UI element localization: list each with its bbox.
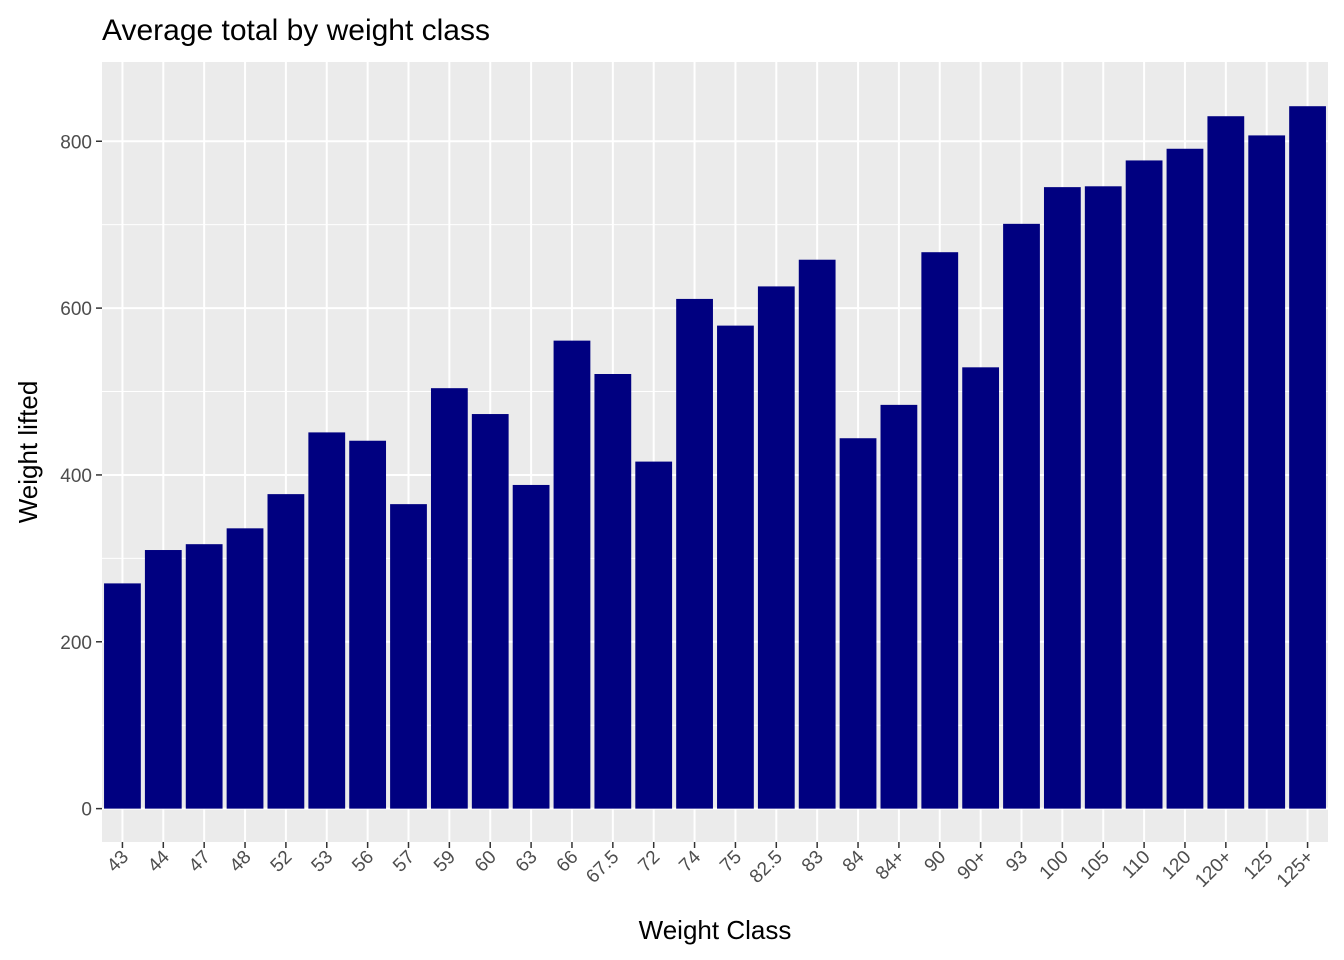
- bar-48: [226, 528, 264, 809]
- bar-72: [635, 461, 673, 809]
- y-tick-label: 200: [60, 633, 92, 654]
- x-tick-label: 75: [716, 847, 746, 877]
- x-tick-label: 53: [308, 847, 338, 877]
- bar-84: [839, 438, 877, 809]
- x-tick-label: 74: [675, 846, 705, 876]
- x-tick-label: 90: [921, 847, 951, 877]
- y-axis-ticks: 0 200 400 600 800: [60, 132, 102, 821]
- y-axis-title: Weight lifted: [13, 381, 43, 524]
- x-tick-label: 84+: [872, 847, 910, 885]
- bar-125: [1248, 135, 1286, 809]
- x-tick-label: 100: [1036, 847, 1073, 884]
- x-tick-label: 44: [144, 846, 174, 876]
- bar-43: [104, 583, 141, 809]
- x-tick-label: 125+: [1273, 847, 1318, 892]
- bar-67.5: [594, 374, 632, 809]
- bar-84+: [880, 404, 918, 809]
- y-tick-label: 600: [60, 299, 92, 320]
- bar-82.5: [757, 286, 795, 809]
- x-tick-label: 82.5: [746, 847, 787, 888]
- bar-83: [798, 259, 836, 809]
- bar-74: [676, 298, 713, 809]
- minor-gridlines: [102, 224, 1328, 726]
- bar-120+: [1207, 116, 1245, 809]
- bar-44: [144, 550, 182, 809]
- bar-90+: [962, 367, 1000, 809]
- bar-63: [512, 484, 550, 809]
- bars: [104, 106, 1326, 809]
- x-tick-label: 125: [1240, 847, 1277, 884]
- x-tick-label: 120+: [1191, 847, 1236, 892]
- bar-93: [1003, 223, 1040, 809]
- x-tick-label: 72: [634, 847, 664, 877]
- x-tick-label: 90+: [954, 847, 992, 885]
- x-tick-label: 43: [103, 847, 133, 877]
- y-tick-label: 800: [60, 132, 92, 153]
- x-tick-label: 120: [1158, 847, 1195, 884]
- x-tick-label: 63: [512, 847, 542, 877]
- x-tick-label: 60: [471, 847, 501, 877]
- bar-56: [349, 440, 387, 809]
- bar-53: [308, 432, 346, 809]
- bar-66: [553, 340, 591, 809]
- plot-panel: [102, 62, 1328, 842]
- bar-110: [1125, 160, 1163, 809]
- bar-52: [267, 494, 305, 809]
- x-tick-label: 52: [267, 847, 297, 877]
- x-tick-label: 57: [389, 847, 419, 877]
- y-tick-label: 400: [60, 466, 92, 487]
- x-tick-label: 83: [798, 847, 828, 877]
- x-tick-label: 48: [226, 847, 256, 877]
- y-tick-label: 0: [81, 800, 92, 821]
- x-tick-label: 59: [430, 847, 460, 877]
- bar-75: [717, 325, 754, 809]
- x-axis-ticks: 43 44 47 48 52 53 56 57 59 60 63 66 67.5 72 74 75 82.5 83…: [103, 842, 1318, 892]
- bar-57: [390, 504, 427, 809]
- bar-125+: [1289, 106, 1326, 809]
- bar-90: [921, 252, 959, 809]
- x-tick-label: 56: [348, 847, 378, 877]
- x-tick-label: 110: [1118, 847, 1154, 883]
- chart-title: Average total by weight class: [102, 14, 490, 47]
- x-tick-label: 105: [1077, 847, 1114, 884]
- bar-47: [185, 544, 223, 809]
- bar-100: [1043, 187, 1081, 809]
- x-axis-title: Weight Class: [639, 915, 792, 945]
- bar-120: [1166, 148, 1204, 809]
- bar-59: [430, 388, 468, 809]
- x-tick-label: 93: [1002, 847, 1032, 877]
- x-tick-label: 84: [839, 846, 869, 876]
- x-tick-label: 67.5: [582, 847, 623, 888]
- bar-105: [1084, 186, 1122, 809]
- x-tick-label: 66: [553, 847, 583, 877]
- bar-60: [471, 414, 509, 809]
- x-tick-label: 47: [185, 847, 215, 877]
